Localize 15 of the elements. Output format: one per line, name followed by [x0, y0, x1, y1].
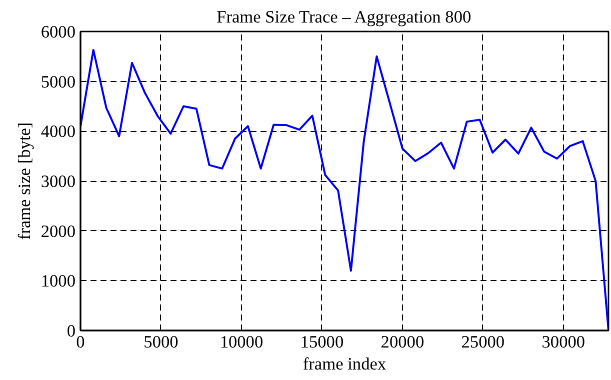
chart-title: Frame Size Trace – Aggregation 800 [216, 8, 472, 26]
x-tick-label: 20000 [380, 332, 424, 352]
x-tick-label: 10000 [220, 332, 264, 352]
y-tick-label: 6000 [40, 22, 76, 42]
y-tick-label: 5000 [40, 72, 76, 92]
y-tick-label: 2000 [40, 222, 76, 241]
x-tick-label: 30000 [542, 332, 586, 352]
x-tick-label: 15000 [300, 332, 344, 352]
y-tick-label: 1000 [40, 272, 76, 291]
y-tick-label: 3000 [40, 172, 76, 191]
y-tick-label: 4000 [40, 122, 76, 142]
x-tick-label: 5000 [144, 332, 178, 352]
y-axis-title: frame size [byte] [14, 122, 34, 240]
x-axis-title: frame index [302, 354, 386, 374]
x-tick-label: 25000 [461, 332, 505, 352]
